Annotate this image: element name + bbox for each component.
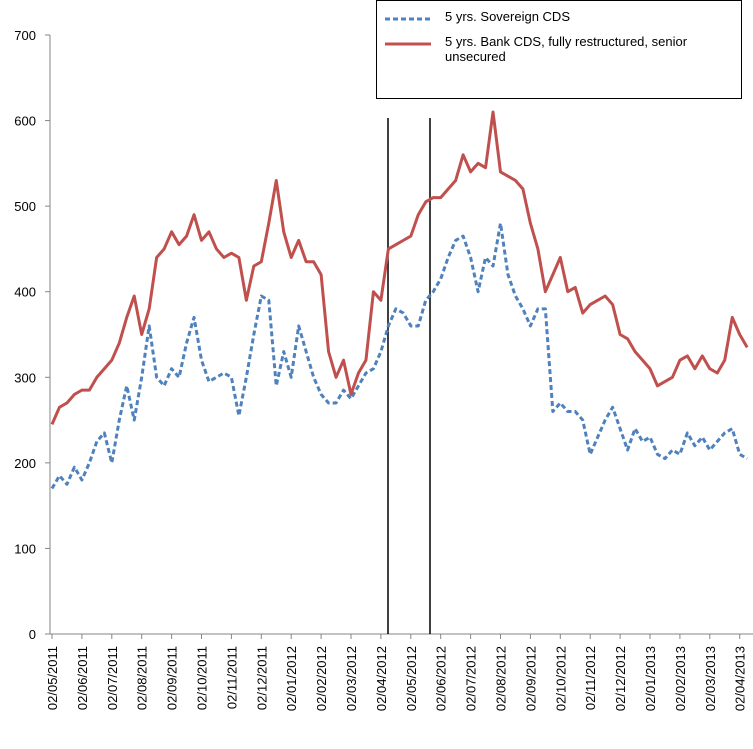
x-tick-label: 02/01/2013: [643, 646, 658, 711]
x-tick-label: 02/02/2012: [314, 646, 329, 711]
y-tick-label: 300: [14, 370, 36, 385]
x-tick-label: 02/02/2013: [673, 646, 688, 711]
x-tick-label: 02/07/2011: [105, 646, 120, 710]
y-tick-label: 200: [14, 456, 36, 471]
x-tick-label: 02/07/2012: [464, 646, 479, 711]
x-tick-label: 02/09/2012: [523, 646, 538, 711]
legend: 5 yrs. Sovereign CDS 5 yrs. Bank CDS, ful…: [376, 0, 742, 99]
x-tick-label: 02/12/2011: [254, 646, 269, 710]
x-tick-label: 02/06/2011: [75, 646, 90, 710]
x-tick-label: 02/11/2012: [583, 646, 598, 710]
x-tick-label: 02/12/2012: [613, 646, 628, 711]
x-tick-label: 02/04/2013: [733, 646, 748, 711]
legend-entry: 5 yrs. Bank CDS, fully restructured, sen…: [385, 34, 733, 64]
y-tick-label: 0: [29, 627, 36, 642]
series-line: [50, 221, 748, 490]
x-tick-label: 02/03/2013: [703, 646, 718, 711]
x-tick-label: 02/05/2012: [404, 646, 419, 711]
legend-swatch: [385, 17, 431, 21]
legend-label: 5 yrs. Sovereign CDS: [445, 9, 570, 24]
y-tick-label: 400: [14, 285, 36, 300]
legend-swatch: [385, 42, 431, 46]
y-tick-label: 600: [14, 114, 36, 129]
x-tick-label: 02/03/2012: [344, 646, 359, 711]
x-tick-label: 02/06/2012: [434, 646, 449, 711]
x-tick-label: 02/08/2011: [135, 646, 150, 710]
y-tick-label: 100: [14, 541, 36, 556]
series-line: [50, 110, 749, 425]
x-tick-label: 02/11/2011: [224, 646, 239, 709]
x-tick-label: 02/04/2012: [374, 646, 389, 711]
x-tick-label: 02/10/2011: [195, 646, 210, 710]
legend-label: 5 yrs. Bank CDS, fully restructured, sen…: [445, 34, 688, 64]
y-tick-label: 700: [14, 28, 36, 43]
x-tick-label: 02/09/2011: [165, 646, 180, 710]
x-tick-label: 02/05/2011: [45, 646, 60, 710]
legend-entry: 5 yrs. Sovereign CDS: [385, 9, 733, 24]
x-tick-label: 02/08/2012: [494, 646, 509, 711]
x-tick-label: 02/01/2012: [284, 646, 299, 711]
x-tick-label: 02/10/2012: [553, 646, 568, 711]
y-tick-label: 500: [14, 199, 36, 214]
